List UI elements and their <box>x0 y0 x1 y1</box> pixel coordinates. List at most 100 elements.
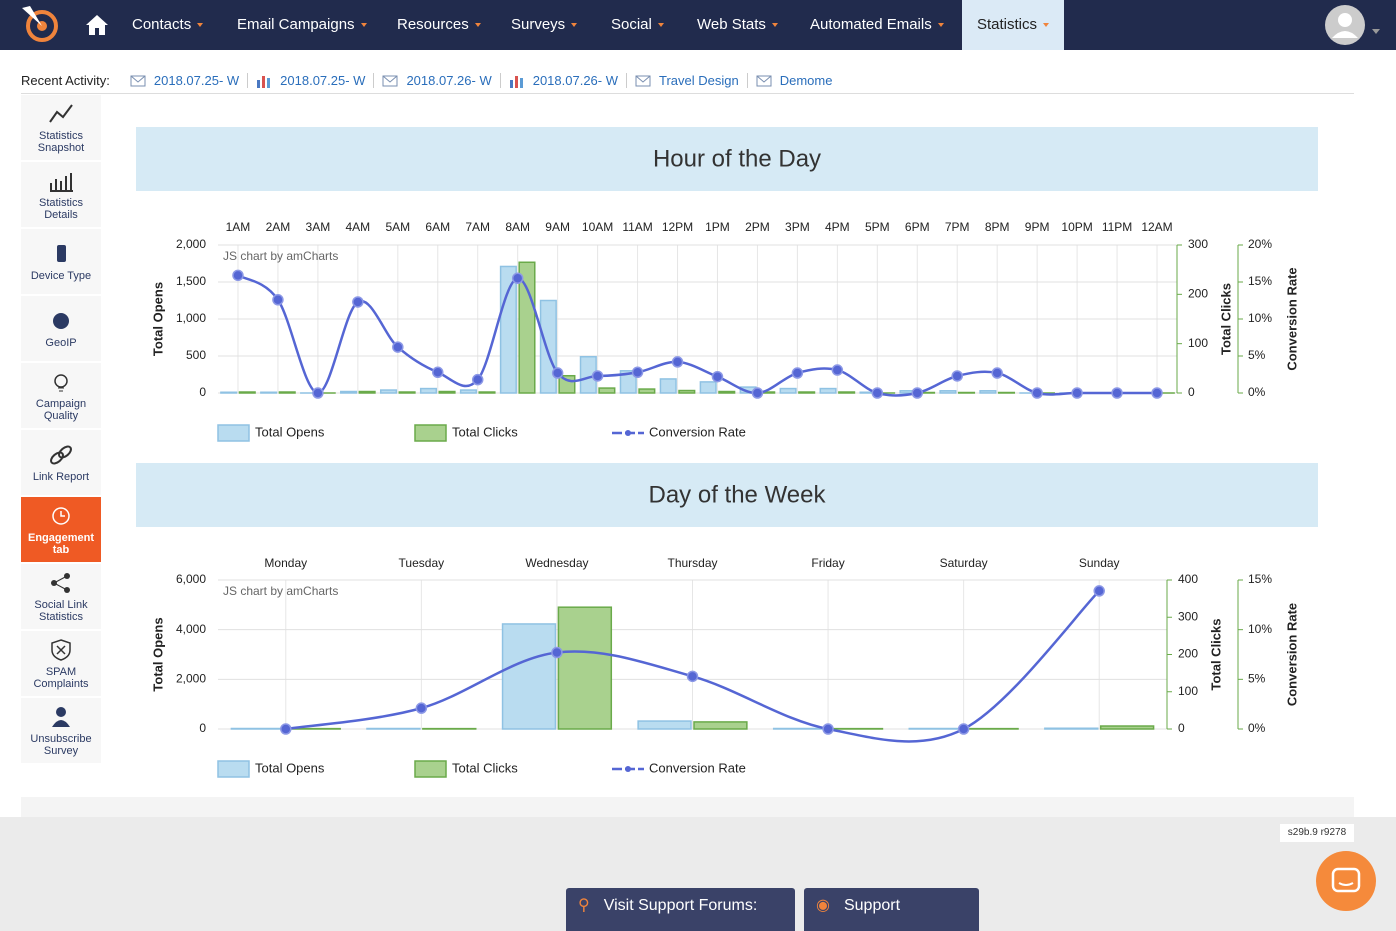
sidebar-label[interactable]: SPAM Complaints <box>33 665 89 690</box>
legend-label: Total Clicks <box>452 424 518 439</box>
bar <box>278 391 296 394</box>
sidebar-label[interactable]: Statistics Snapshot <box>37 129 85 154</box>
bar <box>779 387 797 394</box>
recent-item[interactable]: 2018.07.26- W <box>509 73 627 88</box>
x-tick-label: 4PM <box>825 220 850 234</box>
chat-button[interactable] <box>1316 851 1376 911</box>
user-avatar[interactable] <box>1324 4 1384 46</box>
recent-item[interactable]: 2018.07.25- W <box>130 73 249 88</box>
charts: Hour of the Day 1AM 2AM 3AM 4AM 5AM 6AM 7AM 8AM 9… <box>136 127 1318 778</box>
nav-item[interactable]: Resources <box>397 0 481 50</box>
sidebar-item[interactable]: Social Link Statistics <box>21 564 101 631</box>
sidebar-item[interactable]: Statistics Details <box>21 162 101 229</box>
point <box>232 269 244 282</box>
sidebar-label[interactable]: Unsubscribe Survey <box>30 732 92 757</box>
sidebar-item[interactable]: Engagement tab <box>21 497 101 564</box>
point <box>591 370 604 382</box>
bar <box>979 390 997 394</box>
support-button[interactable]: ◉ Support <box>804 888 979 931</box>
sidebar-item[interactable]: Device Type <box>21 229 101 296</box>
y3-tick-label: 10% <box>1248 311 1272 325</box>
sidebar-label[interactable]: Engagement tab <box>27 531 94 556</box>
button-label[interactable]: Visit Support Forums: <box>603 897 758 914</box>
sidebar-label[interactable]: Campaign Quality <box>35 397 87 422</box>
y2-tick-label: 300 <box>1178 609 1198 623</box>
x-tick-label: Sunday <box>1079 556 1120 570</box>
y3-tick-label: 20% <box>1248 237 1272 251</box>
point <box>957 723 970 735</box>
x-tick-label: 2PM <box>745 220 770 234</box>
nav-item[interactable]: Automated Emails <box>810 0 944 50</box>
nav-item[interactable]: Social <box>611 0 664 50</box>
sidebar-label[interactable]: Social Link Statistics <box>34 598 88 623</box>
sidebar-item[interactable]: GeoIP <box>21 296 101 363</box>
support-forums-button[interactable]: ⚲ Visit Support Forums: <box>566 888 795 931</box>
bar <box>1044 727 1099 730</box>
x-tick-label: 6PM <box>905 220 930 234</box>
sidebar-item[interactable]: Statistics Snapshot <box>21 95 101 162</box>
y3-axis-title: Conversion Rate <box>1284 267 1299 370</box>
button-label[interactable]: Support <box>843 897 901 914</box>
point <box>671 356 684 368</box>
x-tick-label: 12AM <box>1141 220 1172 234</box>
point <box>1111 387 1123 399</box>
x-tick-label: 7PM <box>945 220 970 234</box>
logo[interactable] <box>20 4 62 44</box>
point <box>280 723 292 735</box>
point <box>951 370 963 382</box>
x-tick-label: 9PM <box>1025 220 1050 234</box>
x-tick-label: Thursday <box>667 556 717 570</box>
sidebar-label[interactable]: GeoIP <box>45 336 77 349</box>
recent-link[interactable]: 2018.07.25- W <box>153 73 240 88</box>
x-tick-label: 6AM <box>425 220 450 234</box>
nav-item[interactable]: Contacts <box>132 0 203 50</box>
point <box>871 387 884 399</box>
y2-tick-label: 100 <box>1178 684 1198 698</box>
y2-tick-label: 0 <box>1188 385 1195 399</box>
point <box>631 366 644 379</box>
sidebar-label[interactable]: Link Report <box>32 470 90 483</box>
bar <box>557 606 613 730</box>
point <box>551 646 563 659</box>
nav-item[interactable]: Email Campaigns <box>237 0 367 50</box>
bar <box>638 388 656 394</box>
nav-item[interactable]: Surveys <box>511 0 577 50</box>
bar <box>1099 725 1155 730</box>
legend-label: Total Clicks <box>452 760 518 775</box>
y3-tick-label: 0% <box>1248 385 1266 399</box>
home-icon[interactable] <box>85 14 109 36</box>
legend-swatch-dot <box>625 766 631 772</box>
recent-link[interactable]: Travel Design <box>659 73 739 88</box>
x-tick-label: Tuesday <box>399 556 445 570</box>
sidebar-label[interactable]: Statistics Details <box>38 196 83 221</box>
recent-item[interactable]: Travel Design <box>635 73 748 88</box>
recent-link[interactable]: 2018.07.26- W <box>532 73 618 88</box>
recent-item[interactable]: 2018.07.25- W <box>256 73 375 88</box>
recent-link[interactable]: Demome <box>779 73 833 88</box>
bar <box>939 390 957 394</box>
nav-item[interactable]: Web Stats <box>697 0 778 50</box>
x-tick-label: 11AM <box>622 220 652 234</box>
x-tick-label: 11PM <box>1102 220 1132 234</box>
point <box>1093 585 1105 597</box>
sidebar-item[interactable]: Link Report <box>21 430 101 497</box>
sidebar-item[interactable]: SPAM Complaints <box>21 631 101 698</box>
recent-item[interactable]: 2018.07.26- W <box>382 73 501 88</box>
y-axis-title: Total Opens <box>150 282 165 356</box>
y3-tick-label: 5% <box>1248 348 1266 362</box>
point <box>1071 387 1083 399</box>
y3-axis-title: Conversion Rate <box>1284 603 1299 706</box>
recent-activity: Recent Activity: 2018.07.25- W 2018.07.2… <box>21 68 1354 94</box>
recent-item[interactable]: Demome <box>756 73 841 88</box>
nav-item[interactable]: Statistics <box>962 0 1065 50</box>
sidebar-label[interactable]: Device Type <box>30 269 92 282</box>
x-tick-label: 8AM <box>505 220 530 234</box>
sidebar-item[interactable]: Campaign Quality <box>21 363 101 430</box>
x-tick-label: 8PM <box>985 220 1010 234</box>
sidebar-item[interactable]: Unsubscribe Survey <box>21 698 101 765</box>
y2-tick-label: 300 <box>1188 237 1208 251</box>
y3-tick-label: 0% <box>1248 721 1266 735</box>
recent-link[interactable]: 2018.07.25- W <box>280 73 366 88</box>
recent-link[interactable]: 2018.07.26- W <box>406 73 492 88</box>
bar <box>478 391 496 394</box>
